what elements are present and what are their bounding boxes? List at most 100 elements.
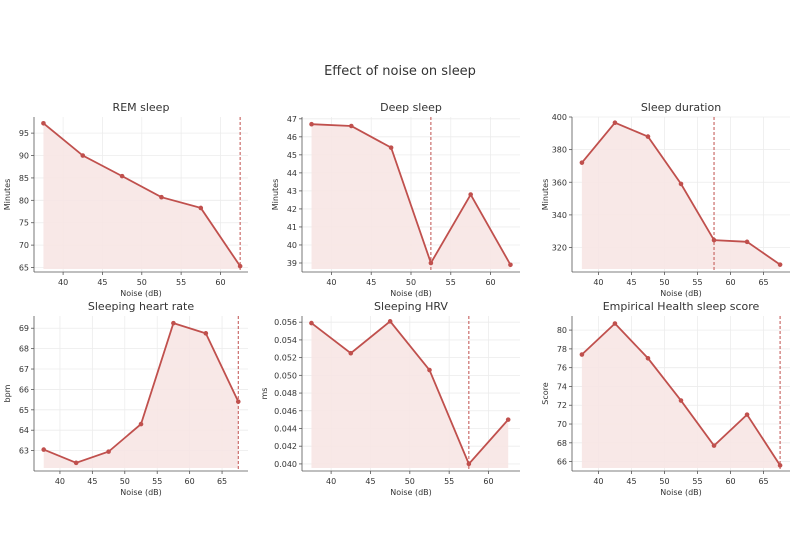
y-tick-label: 65: [19, 406, 29, 415]
y-tick-label: 45: [287, 151, 297, 160]
data-point: [579, 160, 585, 165]
y-tick-label: 40: [287, 241, 297, 250]
chart-title: REM sleep: [113, 101, 170, 114]
x-tick-label: 55: [692, 477, 702, 486]
y-tick-label: 0.042: [274, 442, 297, 451]
y-axis-label: Score: [541, 382, 550, 404]
chart-title: Sleeping HRV: [374, 300, 448, 313]
y-tick-label: 64: [19, 426, 29, 435]
y-tick-label: 95: [19, 129, 29, 138]
data-point: [388, 145, 394, 150]
y-tick-label: 63: [19, 447, 29, 456]
x-tick-label: 55: [176, 278, 186, 287]
y-tick-label: 65: [19, 264, 29, 273]
data-point: [645, 134, 651, 139]
data-point: [711, 237, 717, 243]
y-tick-label: 72: [557, 401, 567, 410]
data-point: [744, 239, 750, 245]
x-tick-label: 55: [444, 477, 454, 486]
y-tick-label: 75: [19, 219, 29, 228]
data-point: [427, 367, 432, 373]
figure-title: Effect of noise on sleep: [324, 64, 476, 79]
y-tick-label: 44: [287, 169, 297, 178]
x-tick-label: 40: [593, 278, 603, 287]
x-tick-label: 45: [87, 477, 97, 486]
x-tick-label: 60: [725, 278, 735, 287]
data-point: [508, 262, 513, 268]
data-point: [678, 181, 684, 187]
x-tick-label: 45: [366, 278, 376, 287]
y-tick-label: 320: [552, 244, 567, 253]
data-point: [41, 447, 47, 452]
series-line: [311, 123, 512, 266]
data-point: [777, 262, 783, 267]
data-point: [309, 121, 314, 127]
y-tick-label: 85: [19, 174, 29, 183]
x-axis-label: Noise (dB): [390, 289, 432, 298]
x-tick-label: 50: [405, 477, 415, 486]
x-tick-label: 50: [406, 278, 416, 287]
x-tick-label: 40: [326, 278, 336, 287]
y-tick-label: 41: [287, 223, 297, 232]
y-tick-label: 66: [557, 458, 567, 467]
area-fill: [581, 323, 781, 468]
x-tick-label: 55: [446, 278, 456, 287]
area-fill: [581, 122, 781, 269]
x-tick-label: 45: [626, 477, 636, 486]
y-tick-label: 78: [557, 345, 567, 354]
y-tick-label: 43: [287, 187, 297, 196]
chart-panel-6: 40 45 50 55 60 65 66 68 70 72 74 76 78 80 Empirical He…: [541, 300, 790, 497]
data-point: [73, 460, 79, 466]
x-tick-label: 45: [365, 477, 375, 486]
chart-panel-1: 40 45 50 55 60 65 70 75 80 85 90 95 REM sleep Noise (…: [3, 101, 248, 298]
y-tick-label: 0.048: [274, 389, 297, 398]
y-tick-label: 67: [19, 365, 29, 374]
x-tick-label: 40: [58, 278, 68, 287]
y-tick-label: 0.056: [274, 318, 297, 327]
data-point: [349, 123, 354, 129]
y-axis-label: ms: [260, 388, 269, 400]
chart-panel-5: 40 45 50 55 60 0.040 0.042 0.044 0.046 0.048 0.050…: [260, 300, 520, 497]
y-axis-label: bpm: [3, 384, 12, 402]
x-axis-label: Noise (dB): [660, 289, 702, 298]
y-tick-label: 0.052: [274, 354, 297, 363]
area-fill: [311, 124, 511, 269]
data-point: [119, 173, 125, 179]
y-tick-label: 68: [19, 345, 29, 354]
y-tick-label: 39: [287, 259, 297, 268]
series-line: [310, 320, 509, 466]
x-tick-label: 50: [659, 477, 669, 486]
chart-panel-2: 40 45 50 55 60 39 40 41 42 43 44 45 46 47 Deep sleep No…: [271, 101, 520, 298]
x-axis-label: Noise (dB): [660, 488, 702, 497]
chart-panel-3: 40 45 50 55 60 65 320 340 360 380 400 Sleep duratio…: [541, 101, 790, 298]
data-point: [198, 205, 204, 211]
x-tick-label: 65: [758, 278, 768, 287]
y-axis-label: Minutes: [541, 179, 550, 211]
data-point: [80, 153, 86, 158]
y-tick-label: 76: [557, 364, 567, 373]
x-tick-label: 60: [215, 278, 225, 287]
data-point: [171, 320, 176, 326]
data-point: [678, 398, 684, 403]
x-tick-label: 60: [485, 278, 495, 287]
x-tick-label: 50: [659, 278, 669, 287]
data-point: [106, 449, 111, 454]
y-tick-label: 69: [19, 324, 29, 333]
data-point: [468, 192, 473, 197]
y-tick-label: 46: [287, 133, 297, 142]
data-point: [348, 350, 354, 356]
data-point: [612, 120, 618, 126]
y-tick-label: 0.054: [274, 336, 297, 345]
data-point: [203, 331, 209, 336]
y-tick-label: 80: [19, 196, 29, 205]
y-axis-label: Minutes: [3, 179, 12, 211]
chart-title: Empirical Health sleep score: [603, 300, 760, 313]
y-axis-label: Minutes: [271, 179, 280, 211]
y-tick-label: 80: [557, 326, 567, 335]
y-tick-label: 0.044: [274, 424, 297, 433]
y-tick-label: 360: [552, 178, 567, 187]
x-tick-label: 60: [725, 477, 735, 486]
y-tick-label: 340: [552, 211, 567, 220]
area-fill: [311, 321, 509, 468]
